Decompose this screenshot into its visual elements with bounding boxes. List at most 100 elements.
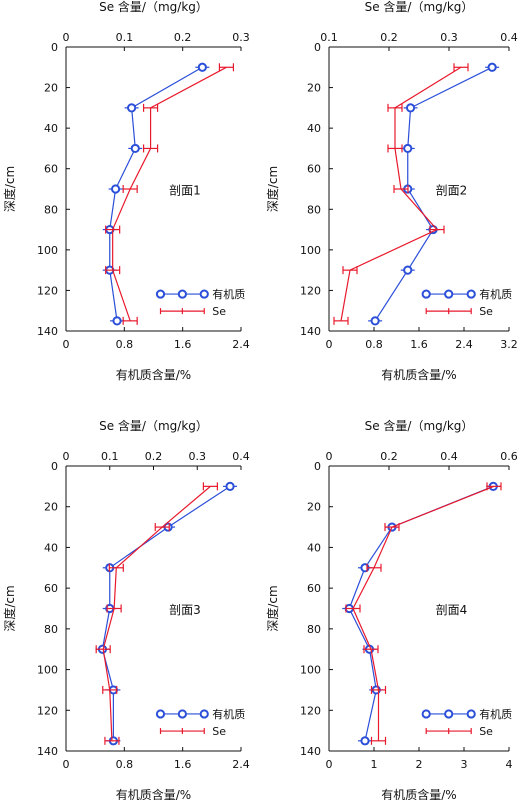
legend-marker-1 xyxy=(421,709,431,719)
y-tick-label: 120 xyxy=(300,284,321,297)
bottom-x-tick-label: 4 xyxy=(506,758,513,771)
top-x-tick-label: 0.2 xyxy=(145,450,163,463)
panel-3: 0 20 40 60 80 100 120 140 0 0.1 0.2 0.3 0.4 0 0.8 1.6 2.… xyxy=(2,418,250,802)
legend-label-1: 有机质 xyxy=(479,707,512,721)
y-tick-label: 40 xyxy=(307,122,321,135)
panel-label: 剖面4 xyxy=(436,603,468,617)
y-tick-label: 100 xyxy=(300,244,321,257)
legend-marker-1 xyxy=(466,289,476,299)
series-line-1 xyxy=(374,66,493,322)
y-axis-title: 深度/cm xyxy=(2,585,17,631)
y-tick-label: 120 xyxy=(37,704,58,717)
y-tick-label: 60 xyxy=(307,163,321,176)
panel-4: 0 20 40 60 80 100 120 140 0 0.2 0.4 0.6 0 1 2 3 4 Se 含量/（… xyxy=(265,418,518,802)
y-tick-label: 20 xyxy=(307,82,321,95)
y-tick-label: 60 xyxy=(44,582,58,595)
y-tick-label: 140 xyxy=(300,745,321,758)
bottom-x-tick-label: 1.6 xyxy=(410,338,428,351)
bottom-x-tick-label: 1.6 xyxy=(174,338,192,351)
top-axis-title: Se 含量/（mg/kg） xyxy=(365,418,474,433)
top-axis-title: Se 含量/（mg/kg） xyxy=(365,0,474,14)
data-point xyxy=(127,103,137,113)
bottom-x-tick-label: 0.8 xyxy=(116,758,134,771)
bottom-x-tick-label: 2 xyxy=(416,758,423,771)
data-point xyxy=(487,62,497,72)
bottom-axis-title: 有机质含量/% xyxy=(116,367,191,382)
legend-label-2: Se xyxy=(479,305,493,318)
y-tick-label: 100 xyxy=(300,664,321,677)
y-tick-label: 120 xyxy=(300,704,321,717)
bottom-x-tick-label: 0.8 xyxy=(365,338,383,351)
y-tick-label: 20 xyxy=(44,501,58,514)
top-x-tick-label: 0.4 xyxy=(440,450,458,463)
y-tick-label: 140 xyxy=(37,745,58,758)
y-tick-label: 40 xyxy=(307,541,321,554)
data-point xyxy=(405,103,416,113)
y-tick-label: 60 xyxy=(44,163,58,176)
bottom-x-tick-label: 0 xyxy=(63,338,70,351)
series-line-2 xyxy=(352,485,495,741)
bottom-x-tick-label: 2.4 xyxy=(455,338,473,351)
y-tick-label: 0 xyxy=(51,460,58,473)
top-axis-title: Se 含量/（mg/kg） xyxy=(99,418,208,433)
top-x-tick-label: 0.2 xyxy=(380,450,398,463)
bottom-x-tick-label: 0 xyxy=(63,758,70,771)
panel-1: 0 20 40 60 80 100 120 140 0 0.1 0.2 0.3 0 0.8 1.6 2.4 Se… xyxy=(2,0,250,382)
legend-label-2: Se xyxy=(212,725,226,738)
data-point xyxy=(225,481,235,491)
bottom-x-tick-label: 2.4 xyxy=(232,758,250,771)
data-point xyxy=(403,143,413,154)
top-x-tick-label: 0.4 xyxy=(500,31,518,44)
top-x-tick-label: 0 xyxy=(63,450,70,463)
y-tick-label: 40 xyxy=(44,122,58,135)
top-x-tick-label: 0.2 xyxy=(380,31,398,44)
legend-marker-1 xyxy=(466,709,476,719)
data-point xyxy=(112,316,122,326)
top-x-tick-label: 0.2 xyxy=(174,31,192,44)
legend-marker-1 xyxy=(421,289,431,299)
top-x-tick-label: 0.6 xyxy=(500,450,518,463)
data-point xyxy=(370,316,380,326)
top-x-tick-label: 0 xyxy=(63,31,70,44)
top-x-tick-label: 0.4 xyxy=(232,450,250,463)
data-point xyxy=(197,62,207,72)
top-x-tick-label: 0.1 xyxy=(116,31,134,44)
bottom-x-tick-label: 2.4 xyxy=(232,338,250,351)
panel-label: 剖面1 xyxy=(169,184,201,198)
legend-label-1: 有机质 xyxy=(212,287,245,301)
bottom-axis-title: 有机质含量/% xyxy=(116,787,191,800)
top-x-tick-label: 0.3 xyxy=(440,31,458,44)
bottom-x-tick-label: 0.8 xyxy=(116,338,134,351)
data-point xyxy=(130,143,140,154)
y-tick-label: 100 xyxy=(37,664,58,677)
top-x-tick-label: 0.3 xyxy=(232,31,250,44)
y-tick-label: 80 xyxy=(307,623,321,636)
data-point xyxy=(403,265,413,275)
data-point xyxy=(110,184,121,194)
top-x-tick-label: 0.1 xyxy=(320,31,338,44)
y-tick-label: 120 xyxy=(37,284,58,297)
y-tick-label: 0 xyxy=(314,460,321,473)
y-tick-label: 20 xyxy=(307,501,321,514)
bottom-x-tick-label: 1 xyxy=(371,758,378,771)
y-tick-label: 0 xyxy=(314,41,321,54)
y-tick-label: 140 xyxy=(300,325,321,338)
y-tick-label: 20 xyxy=(44,82,58,95)
panel-label: 剖面3 xyxy=(169,603,201,617)
legend-label-1: 有机质 xyxy=(212,707,245,721)
y-tick-label: 0 xyxy=(51,41,58,54)
legend-marker-1 xyxy=(177,289,187,299)
y-tick-label: 100 xyxy=(37,244,58,257)
bottom-x-tick-label: 0 xyxy=(326,338,333,351)
legend-marker-1 xyxy=(444,709,454,719)
top-x-tick-label: 0.3 xyxy=(189,450,207,463)
y-tick-label: 80 xyxy=(44,623,58,636)
y-axis-title: 深度/cm xyxy=(2,166,17,212)
legend-label-1: 有机质 xyxy=(479,287,512,301)
panel-2: 0 20 40 60 80 100 120 140 0.1 0.2 0.3 0.4 0 0.8 1.6 2.4… xyxy=(265,0,518,382)
top-x-tick-label: 0.1 xyxy=(101,450,119,463)
legend-marker-1 xyxy=(199,709,209,719)
top-axis-title: Se 含量/（mg/kg） xyxy=(99,0,208,14)
